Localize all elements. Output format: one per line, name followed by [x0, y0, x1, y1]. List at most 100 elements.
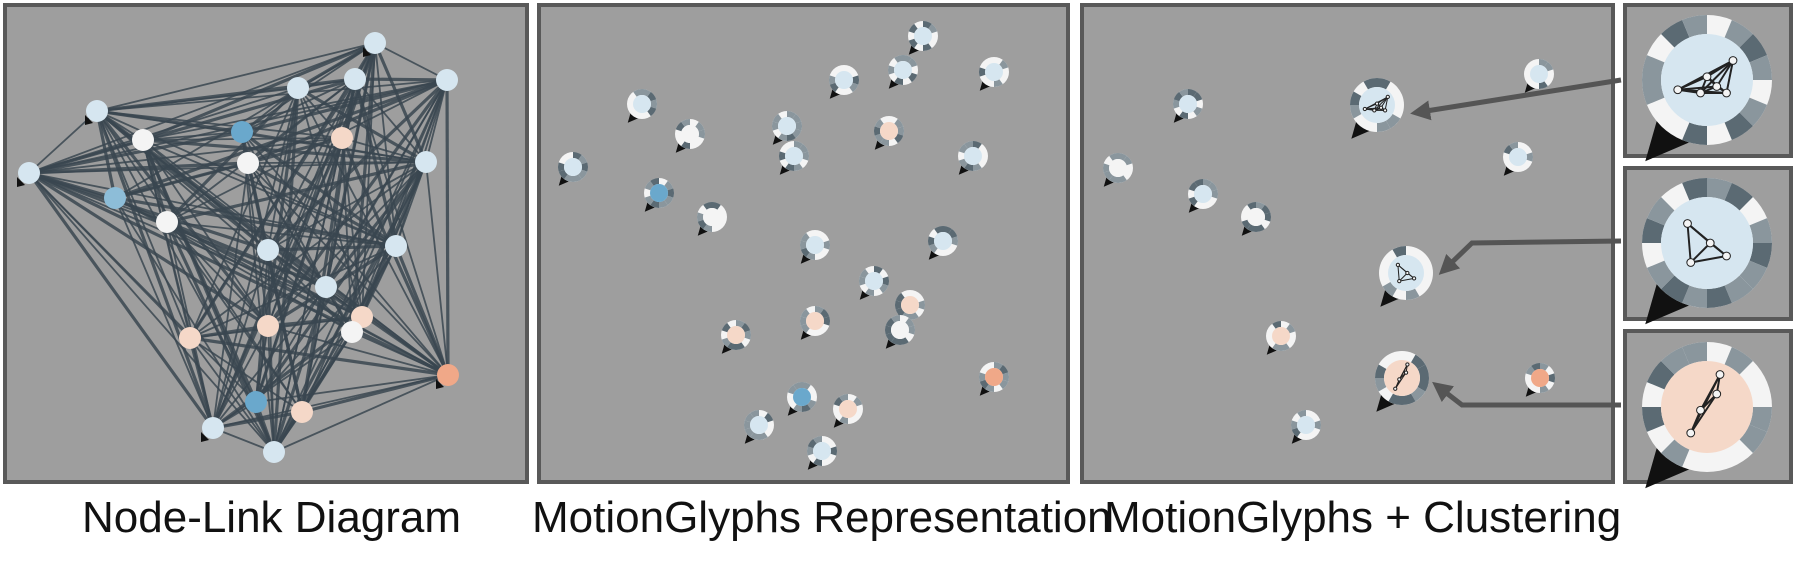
graph-node: [364, 32, 386, 54]
graph-edge: [266, 137, 344, 251]
glyph-ring-segment: [744, 427, 754, 438]
glyph-ring-segment: [899, 337, 909, 345]
graph-edge: [247, 162, 449, 376]
graph-edge: [96, 42, 376, 112]
glyph-direction-tick: [744, 433, 756, 444]
glyph-ring-segment: [644, 195, 654, 206]
cluster-mini-node: [1397, 377, 1402, 382]
graph-edge: [341, 137, 353, 333]
glyph-center: [793, 388, 811, 406]
motion-glyph: [1291, 410, 1321, 444]
node-direction-tick: [436, 379, 444, 389]
glyph-ring-segment: [1548, 373, 1555, 383]
motion-glyph: [675, 119, 705, 153]
glyph-ring-segment: [1261, 204, 1271, 215]
glyph-ring-segment: [650, 99, 657, 109]
glyph-ring-segment: [874, 118, 884, 129]
glyph-ring-segment: [1749, 218, 1773, 244]
glyph-ring-segment: [1739, 97, 1768, 126]
glyph-ring-segment: [1661, 275, 1690, 304]
glyph-ring-segment: [1241, 219, 1251, 230]
motion-glyph: [1525, 363, 1555, 397]
cluster-mini-edge: [1677, 75, 1708, 91]
graph-edge: [353, 78, 398, 247]
glyph-ring-segment: [802, 151, 809, 161]
caption-motion-glyphs: MotionGlyphs Representation: [532, 493, 1112, 542]
glyph-ring-segment: [1749, 55, 1773, 81]
glyph-ring-segment: [1661, 439, 1690, 468]
glyph-direction-tick: [1266, 344, 1278, 355]
glyph-ring-segment: [922, 43, 932, 51]
glyph-ring-segment: [697, 219, 707, 230]
glyph-ring-segment: [1202, 179, 1212, 187]
graph-edge: [166, 220, 327, 289]
motion-glyph: [979, 362, 1009, 396]
motion-glyph: [958, 141, 988, 175]
graph-node: [331, 127, 353, 149]
glyph-ring-segment: [703, 224, 713, 232]
graph-edge: [374, 42, 397, 247]
glyph-center: [835, 71, 853, 89]
glyph-ring-segment: [928, 243, 938, 254]
glyph-direction-tick: [885, 338, 897, 349]
glyph-ring-segment: [779, 151, 786, 161]
glyph-ring-segment: [1417, 377, 1430, 392]
graph-edge: [166, 221, 397, 247]
glyph-ring-segment: [787, 384, 797, 395]
glyph-ring-segment: [999, 59, 1009, 70]
glyph-ring-segment: [744, 330, 751, 340]
cluster-mini-node: [1722, 88, 1731, 98]
motion-glyph: [1241, 202, 1271, 236]
glyph-ring-segment: [647, 91, 657, 102]
glyph-ring-segment: [865, 288, 875, 296]
graph-edge: [166, 221, 449, 376]
glyph-ring-segment: [807, 446, 814, 456]
glyph-ring-segment: [641, 89, 651, 97]
glyph-direction-tick: [1645, 278, 1691, 325]
glyph-direction-tick: [1645, 442, 1691, 489]
glyph-ring-segment: [727, 342, 737, 350]
glyph-ring-segment: [703, 202, 713, 210]
graph-edge: [189, 87, 299, 339]
glyph-ring-segment: [813, 436, 823, 444]
graph-edge: [114, 196, 397, 248]
glyph-ring-segment: [1706, 285, 1732, 308]
glyph-center: [1194, 185, 1212, 203]
glyph-ring-segment: [1002, 372, 1009, 382]
cluster-mini-edge: [1699, 374, 1721, 411]
graph-node: [287, 77, 309, 99]
glyph-direction-tick: [1503, 165, 1515, 176]
motion-glyph: [772, 111, 802, 145]
glyph-ring-segment: [1739, 34, 1768, 63]
graph-node: [245, 391, 267, 413]
graph-edge: [255, 374, 449, 403]
glyph-ring-segment: [633, 89, 643, 97]
glyph-direction-tick: [800, 329, 812, 340]
motion-glyph: [979, 57, 1009, 91]
cluster-mini-graph: [1393, 362, 1410, 391]
motion-glyph: [928, 226, 958, 260]
glyph-direction-tick: [1524, 82, 1536, 93]
glyph-ring-segment: [721, 337, 731, 348]
glyph-ring-segment: [1503, 144, 1513, 155]
glyph-ring-segment: [1173, 91, 1183, 102]
cluster-mini-node: [1715, 370, 1725, 379]
graph-edge: [273, 374, 449, 453]
glyph-ring-segment: [880, 138, 890, 146]
glyph-ring-segment: [807, 438, 817, 449]
cluster-mini-edge: [1706, 59, 1734, 78]
graph-node: [291, 401, 313, 423]
graph-edge: [165, 221, 276, 453]
glyph-ring-segment: [1193, 106, 1203, 117]
cluster-mini-edge: [1384, 96, 1389, 111]
cluster-mini-node: [1393, 386, 1398, 391]
glyph-ring-segment: [1188, 196, 1198, 207]
graph-edge: [354, 78, 427, 163]
motion-glyph: [627, 89, 657, 123]
glyph-ring-segment: [1538, 81, 1548, 89]
glyph-ring-segment: [964, 163, 974, 171]
glyph-center: [894, 61, 912, 79]
graph-edge: [28, 172, 363, 318]
cluster-glyph: [1374, 351, 1430, 412]
